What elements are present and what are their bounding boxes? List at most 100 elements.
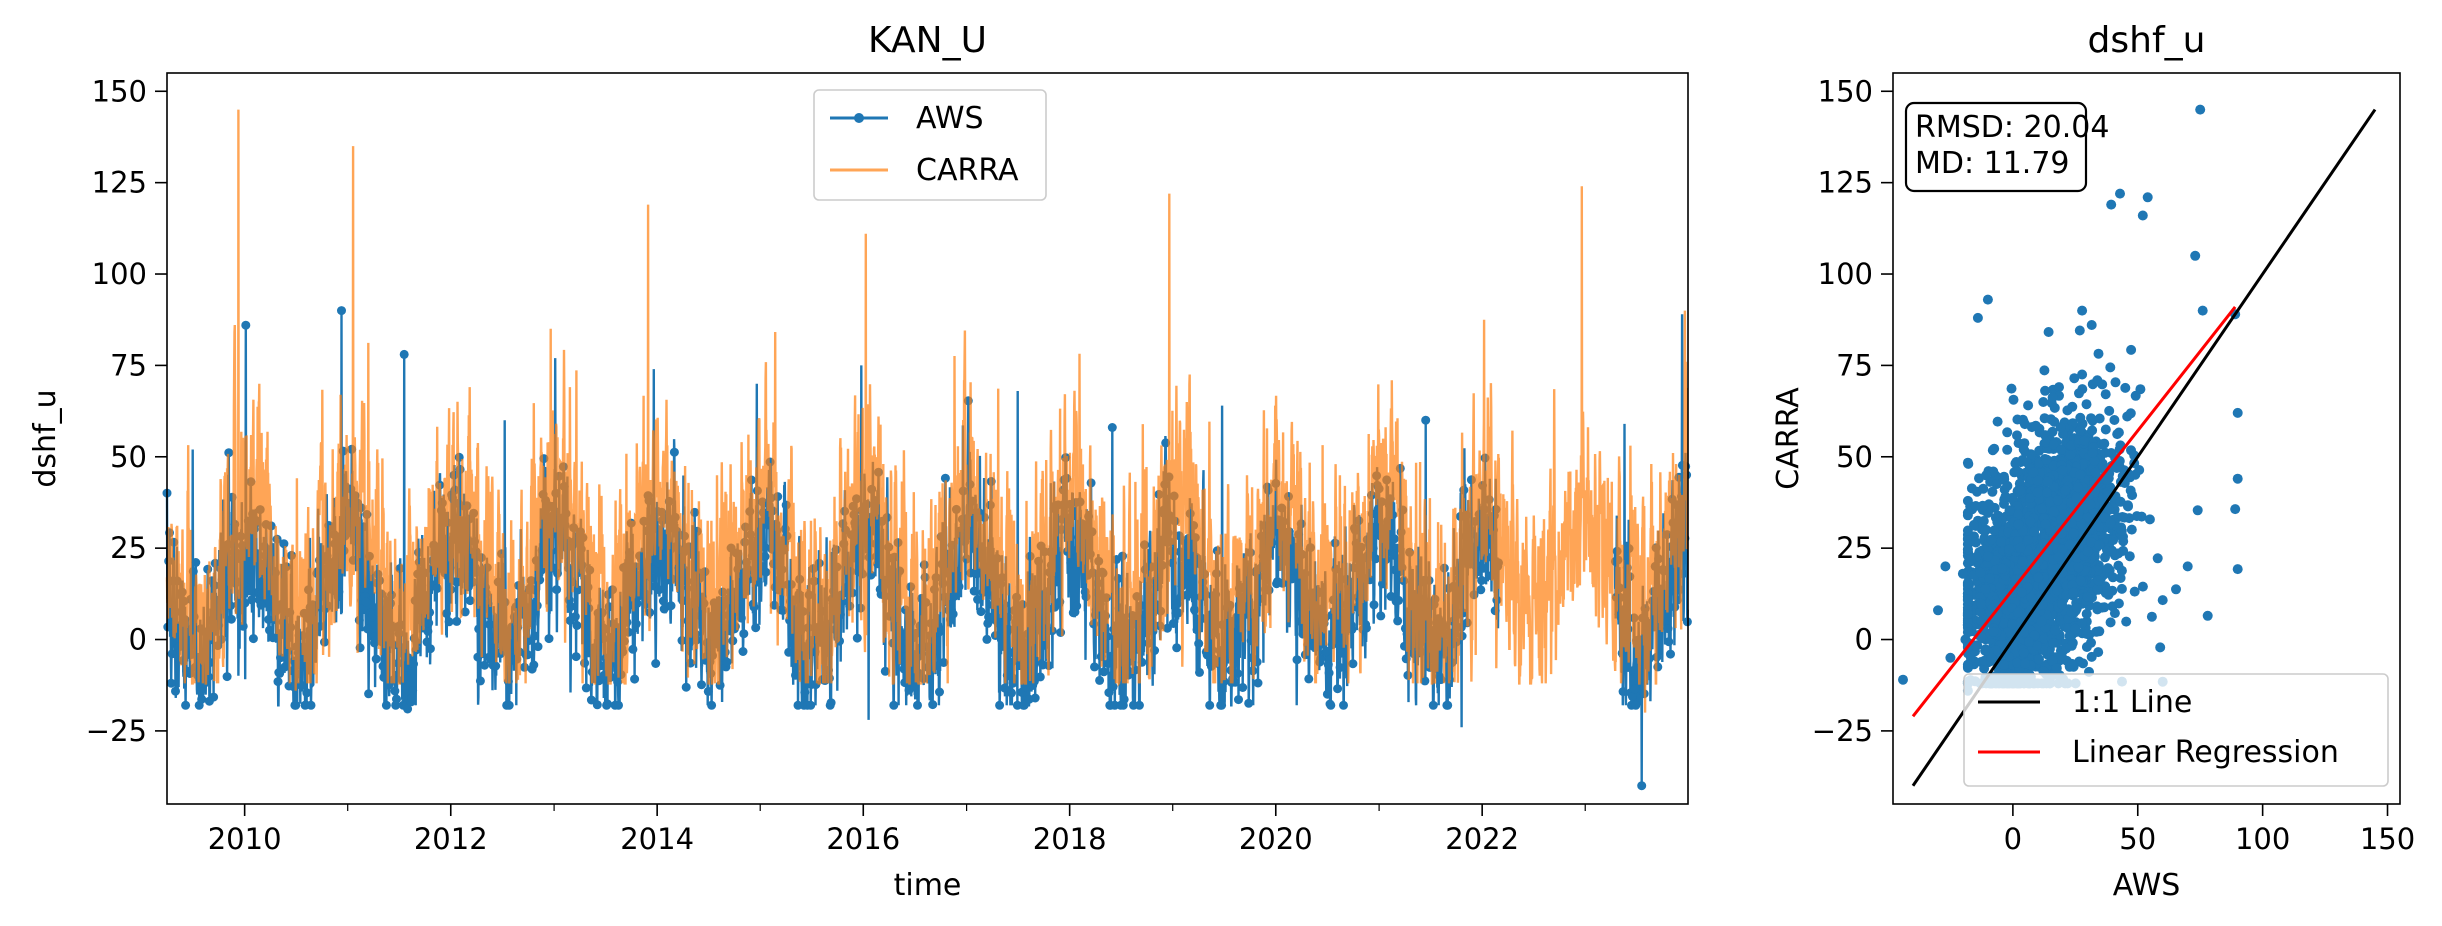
scatter-point [2008,394,2019,405]
scatter-point [1991,479,2002,490]
scatter-point [2025,516,2036,527]
scatter-point [1978,483,1989,494]
scatter-point [2102,585,2113,596]
scatter-point [2115,496,2126,507]
y-tick-label: 0 [1855,623,1873,657]
scatter-point [2093,647,2104,658]
scatter-point [2018,416,2029,427]
timeseries-y-label: dshf_u [28,389,63,487]
scatter-point [1975,567,1986,578]
scatter-point [2121,616,2132,627]
scatter-point [1982,551,1993,562]
aws-point [475,676,485,686]
timeseries-title: KAN_U [868,20,987,61]
scatter-point [2054,382,2064,393]
scatter-point [1945,652,1956,663]
scatter-point [2039,413,2050,424]
scatter-point [2066,658,2077,669]
aws-point [1292,655,1302,665]
aws-point [166,678,176,688]
scatter-point [2050,625,2061,636]
scatter-point [2171,584,2181,595]
aws-point [880,666,890,676]
y-tick-label: 25 [1836,531,1873,565]
scatter-point [2192,505,2203,516]
scatter-point [2029,526,2040,537]
scatter-point [2120,382,2131,393]
scatter-point [2082,592,2093,602]
scatter-point [2230,504,2241,515]
scatter-point [2100,389,2111,400]
scatter-point [2137,210,2148,221]
scatter-point [2011,457,2022,467]
aws-point [403,704,413,714]
scatter-point [2079,435,2090,446]
scatter-point [2094,626,2105,637]
scatter-point [2036,616,2047,627]
scatter-point [2116,583,2127,594]
scatter-point [2074,325,2085,336]
scatter-point [2110,377,2121,388]
scatter-point [2090,467,2101,478]
scatter-point [2077,369,2088,380]
y-tick-label: 75 [1836,348,1873,382]
scatter-point [2013,519,2024,530]
aws-point [392,694,401,704]
aws-point [866,570,876,580]
scatter-point [2040,519,2051,529]
aws-point [1339,700,1348,710]
scatter-point [2024,637,2034,647]
scatter-point [1962,660,1973,670]
scatter-point [2087,425,2098,436]
aws-point [649,565,659,575]
scatter-point [2093,575,2104,586]
aws-point [1234,695,1243,705]
scatter-point [1940,561,1951,572]
scatter-point [2041,454,2052,465]
aws-point [1190,605,1199,615]
scatter-point [2124,551,2135,562]
scatter-point [2067,401,2078,412]
scatter-point [2202,610,2213,621]
scatter-point [2023,400,2034,411]
scatter-point [2109,608,2120,619]
scatter-point [1997,563,2008,574]
scatter-point [2085,499,2096,510]
scatter-point [2040,385,2051,396]
scatter-point [1980,584,1991,595]
aws-point [167,649,177,659]
aws-point [265,625,274,635]
scatter-point [2232,407,2243,418]
aws-point [1371,554,1381,564]
legend-regression-label: Linear Regression [2072,735,2339,770]
scatter-point [2030,420,2041,431]
aws-point [852,633,862,643]
aws-point [390,686,400,696]
scatter-point [2016,587,2027,598]
scatter-title: dshf_u [2088,20,2206,61]
aws-point [669,447,679,457]
scatter-point [2081,642,2092,652]
aws-point [256,600,266,610]
legend-carra-label: CARRA [916,153,1019,188]
aws-point [399,349,409,359]
scatter-point [2232,473,2243,484]
aws-point [306,700,316,710]
scatter-point [1998,660,2009,670]
x-tick-label: 2014 [620,822,694,856]
scatter-point [1962,544,1973,555]
aws-point [491,661,501,671]
scatter-point [2082,546,2093,557]
aws-point [1030,693,1040,703]
aws-point [1195,667,1204,677]
scatter-point [2087,448,2098,458]
scatter-point [1957,568,1968,579]
aws-point [1361,623,1371,633]
aws-point [1052,577,1062,587]
aws-point [948,609,958,619]
scatter-point [2004,505,2015,516]
scatter-point [2081,628,2092,639]
aws-point [976,607,986,617]
scatter-point [1986,534,1997,545]
aws-point [1056,628,1066,637]
